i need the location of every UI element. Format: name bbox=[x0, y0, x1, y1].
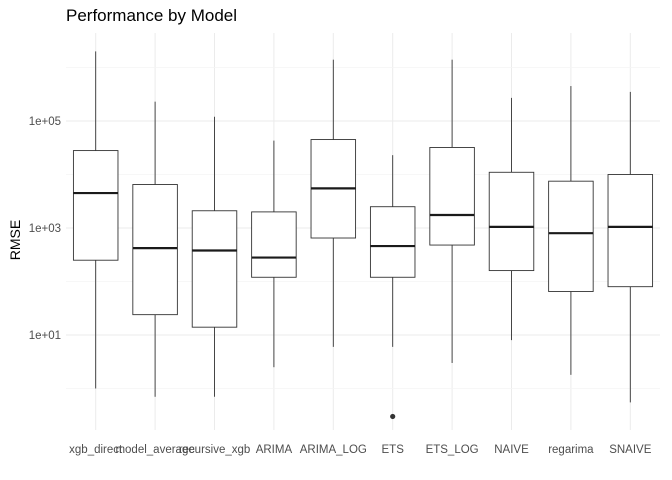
box-NAIVE bbox=[488, 97, 535, 341]
box-iqr bbox=[191, 210, 238, 328]
box-iqr bbox=[72, 150, 119, 261]
x-tick-label: model_average bbox=[115, 444, 194, 456]
box-xgb_direct bbox=[72, 51, 119, 389]
box-iqr bbox=[369, 206, 416, 278]
box-series bbox=[72, 51, 654, 420]
x-tick-label: SNAIVE bbox=[609, 444, 652, 456]
box-iqr bbox=[548, 180, 594, 292]
y-tick-label: 1e+05 bbox=[29, 116, 61, 128]
x-tick-label: regarima bbox=[548, 444, 594, 456]
box-iqr bbox=[429, 147, 475, 246]
x-tick-label: ARIMA bbox=[256, 444, 293, 456]
x-tick-label: ARIMA_LOG bbox=[300, 444, 367, 456]
box-iqr bbox=[607, 174, 654, 288]
y-tick-label: 1e+03 bbox=[29, 223, 61, 235]
y-axis-label: RMSE bbox=[7, 220, 23, 260]
box-SNAIVE bbox=[607, 91, 654, 403]
chart-title: Performance by Model bbox=[66, 6, 238, 25]
box-iqr bbox=[132, 184, 178, 316]
box-model_average bbox=[132, 101, 178, 397]
box-regarima bbox=[548, 86, 594, 375]
box-ETS bbox=[369, 155, 416, 420]
x-tick-label: ETS bbox=[382, 444, 405, 456]
x-tick-label: NAIVE bbox=[494, 444, 529, 456]
box-iqr bbox=[488, 171, 535, 272]
outlier-point bbox=[390, 413, 396, 420]
box-iqr bbox=[251, 211, 297, 278]
y-tick-label: 1e+01 bbox=[29, 330, 61, 342]
box-ARIMA_LOG bbox=[310, 59, 357, 347]
box-recursive_xgb bbox=[191, 116, 238, 397]
box-ARIMA bbox=[251, 140, 297, 368]
x-tick-label: xgb_direct bbox=[69, 444, 123, 456]
box-ETS_LOG bbox=[429, 59, 475, 363]
y-axis-ticks: 1e+01 1e+03 1e+05 bbox=[29, 116, 61, 342]
x-tick-label: recursive_xgb bbox=[179, 444, 251, 456]
x-tick-label: ETS_LOG bbox=[426, 444, 479, 456]
